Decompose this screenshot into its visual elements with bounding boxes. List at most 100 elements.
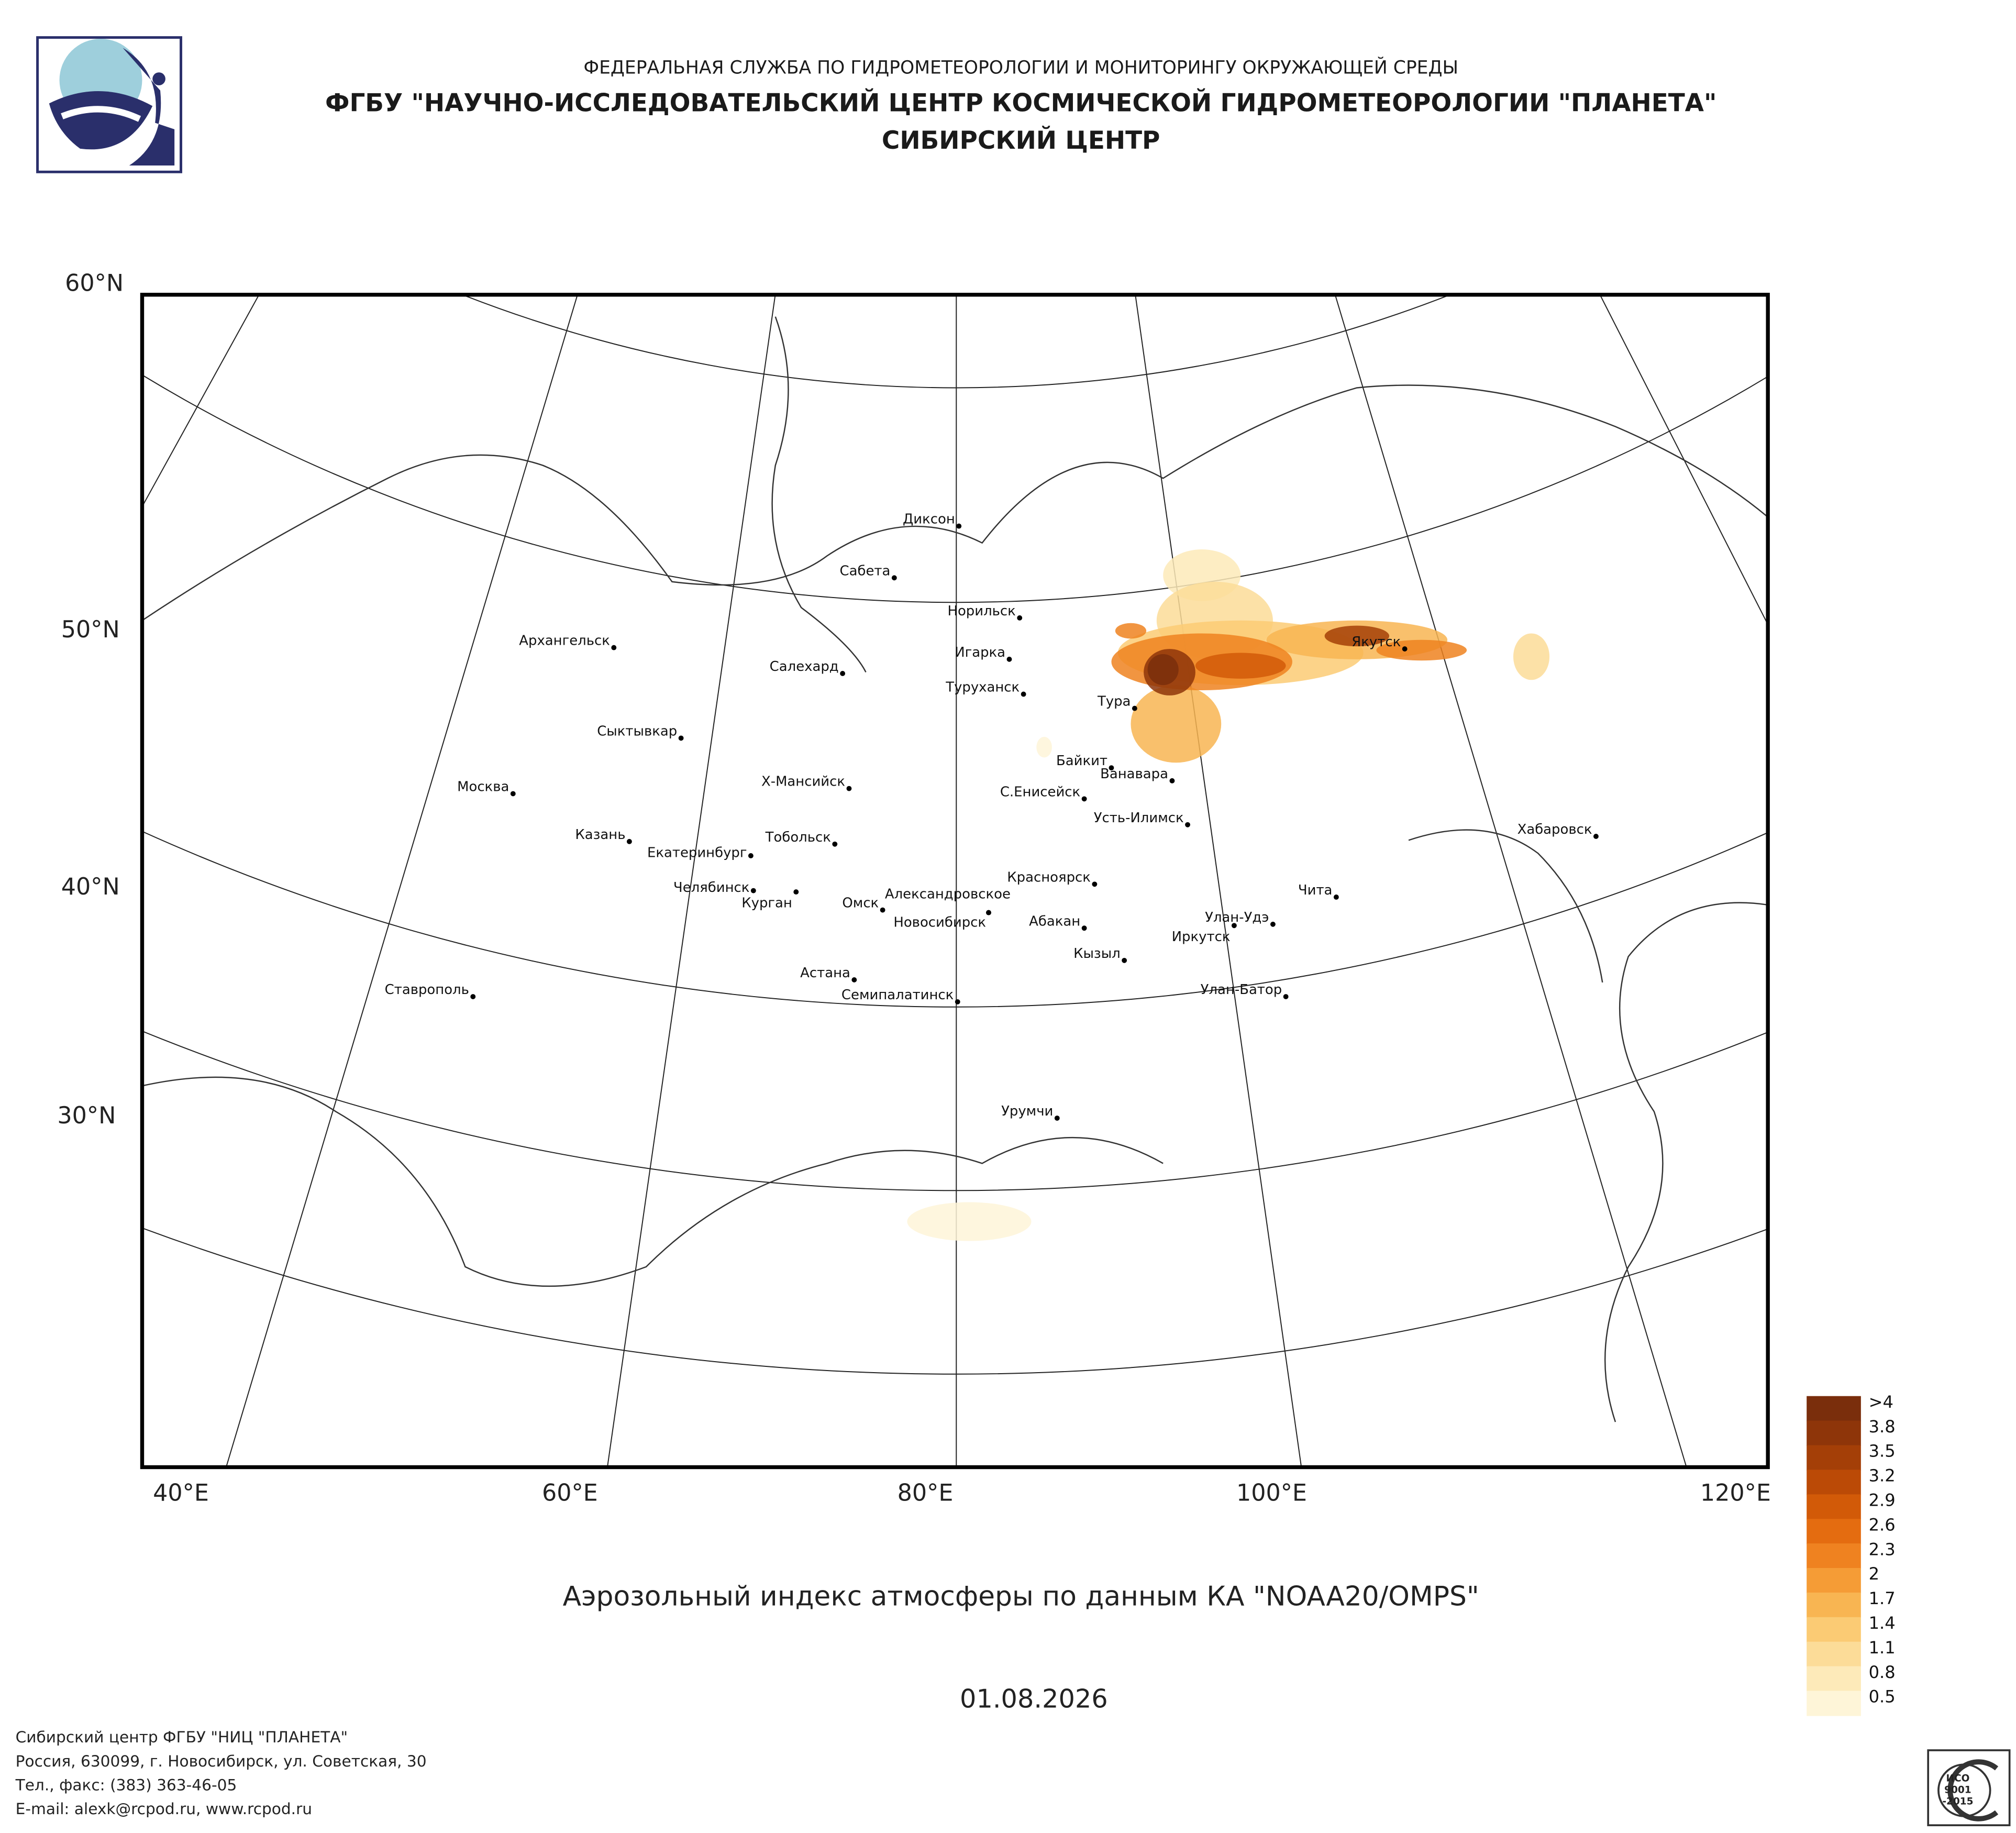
city-label: Туруханск [945, 680, 1020, 695]
city-label: Ставрополь [385, 982, 469, 998]
footer-line: Россия, 630099, г. Новосибирск, ул. Сове… [16, 1752, 427, 1770]
city-dot [750, 888, 756, 893]
legend-label: 2 [1869, 1564, 1879, 1584]
legend-swatch [1807, 1641, 1861, 1667]
legend-swatch [1807, 1445, 1861, 1471]
aerosol-plume [1376, 639, 1467, 661]
city-label: Казань [575, 827, 625, 843]
city-label: Иркутск [1172, 929, 1231, 945]
aerosol-plume [1195, 653, 1286, 679]
city-label: Урумчи [1001, 1103, 1053, 1119]
legend-swatch [1807, 1568, 1861, 1594]
lon-label: 80°E [898, 1480, 954, 1507]
lat-label: 50°N [61, 616, 120, 643]
city-dot [678, 735, 684, 741]
legend-label: 0.8 [1869, 1662, 1896, 1682]
city-label: Омск [842, 896, 879, 911]
city-dot [1283, 994, 1289, 999]
city-dot [1017, 615, 1023, 621]
city-dot [955, 999, 960, 1004]
city-dot [1109, 765, 1114, 771]
city-dot [1092, 881, 1098, 887]
city-label: Тура [1097, 694, 1131, 710]
city-dot [891, 575, 897, 581]
city-dot [793, 889, 799, 895]
footer-line: Тел., факс: (383) 363-46-05 [15, 1776, 237, 1794]
city-dot [832, 841, 838, 847]
meridian [1599, 294, 1768, 626]
lon-label: 40°E [153, 1480, 209, 1507]
city-label: Кызыл [1073, 946, 1121, 962]
city-label: С.Енисейск [1000, 784, 1080, 800]
city-label: Курган [741, 896, 792, 911]
legend-swatch [1807, 1519, 1861, 1544]
legend-swatch [1807, 1617, 1861, 1642]
city-dot [1122, 957, 1127, 963]
city-dot [1021, 691, 1026, 697]
city-label: Москва [457, 779, 509, 795]
iso-badge [1927, 1749, 2011, 1827]
city-label: Семипалатинск [841, 987, 954, 1003]
city-label: Архангельск [519, 633, 610, 649]
city-dot [1132, 705, 1137, 711]
meridian [225, 294, 578, 1467]
city-dot [470, 994, 476, 999]
parallel [142, 1030, 1768, 1191]
city-label: Екатеринбург [647, 845, 747, 860]
city-dot [1593, 834, 1599, 839]
meridian [956, 0, 2016, 1174]
legend-label: 3.8 [1869, 1417, 1896, 1437]
legend-swatch [1807, 1543, 1861, 1569]
city-label: Астана [800, 965, 850, 981]
city-dot [1270, 921, 1276, 927]
land-outline [142, 1076, 1164, 1287]
aerosol-plume [1131, 685, 1222, 763]
city-label: Улан-Удэ [1205, 910, 1269, 925]
footer-line: Сибирский центр ФГБУ "НИЦ "ПЛАНЕТА" [16, 1728, 348, 1746]
land-outline [142, 384, 1768, 621]
city-label: Новосибирск [893, 915, 986, 931]
badge-text: 9001 [1944, 1784, 1971, 1795]
legend-label: 3.5 [1869, 1441, 1896, 1461]
badge-text: ИСО [1946, 1773, 1970, 1784]
city-dot [1169, 778, 1175, 783]
legend-label: 3.2 [1869, 1466, 1896, 1486]
footer-line: E-mail: alexk@rcpod.ru, www.rcpod.ru [16, 1800, 312, 1818]
badge-text: -2015 [1942, 1796, 1973, 1807]
map-frame [140, 293, 1770, 1470]
city-dot [1402, 646, 1408, 652]
city-dot [956, 523, 962, 529]
legend-label: 1.4 [1869, 1613, 1896, 1633]
city-label: Красноярск [1007, 869, 1091, 885]
lat-label: 60°N [65, 270, 124, 296]
aerosol-plume [1115, 623, 1147, 639]
city-dot [880, 907, 885, 913]
header-institute: ФГБУ "НАУЧНО-ИССЛЕДОВАТЕЛЬСКИЙ ЦЕНТР КОС… [325, 89, 1716, 117]
city-label: Якутск [1352, 634, 1401, 650]
city-label: Усть-Илимск [1094, 810, 1184, 826]
city-dot [510, 791, 516, 797]
city-label: Сабета [840, 563, 891, 579]
lon-label: 120°E [1700, 1480, 1771, 1507]
legend-label: 0.5 [1869, 1687, 1896, 1707]
city-label: Ванавара [1100, 766, 1168, 782]
legend-swatch [1807, 1666, 1861, 1692]
header-center: СИБИРСКИЙ ЦЕНТР [882, 126, 1160, 155]
lon-label: 60°E [542, 1480, 598, 1507]
meridian [1135, 294, 1302, 1467]
map-area [142, 0, 2016, 1467]
legend-label: 1.1 [1869, 1638, 1896, 1658]
city-label: Сыктывкар [597, 723, 677, 739]
caption: Аэрозольный индекс атмосферы по данным К… [563, 1581, 1479, 1613]
city-label: Челябинск [673, 880, 749, 896]
city-dot [1054, 1116, 1060, 1121]
legend-swatch [1807, 1691, 1861, 1716]
lat-label: 30°N [57, 1102, 116, 1129]
city-dot [611, 645, 617, 650]
meridian [606, 294, 776, 1467]
header-agency: ФЕДЕРАЛЬНАЯ СЛУЖБА ПО ГИДРОМЕТЕОРОЛОГИИ … [583, 57, 1458, 79]
legend-swatch [1807, 1470, 1861, 1495]
legend-swatch [1807, 1494, 1861, 1520]
city-dot [986, 910, 991, 915]
